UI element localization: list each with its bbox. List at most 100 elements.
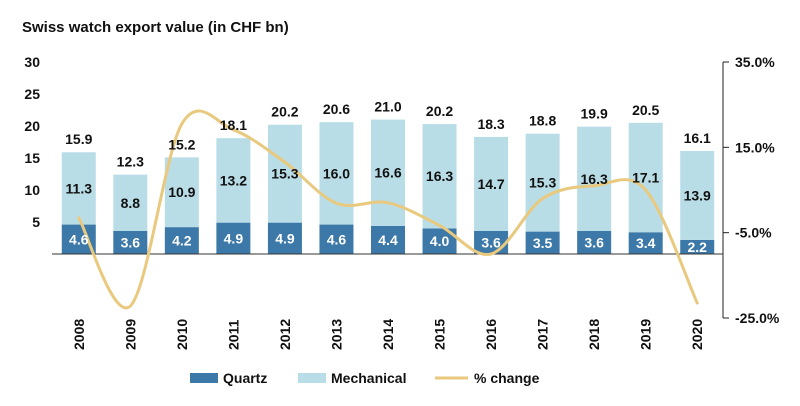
- right-axis-tick-label: 15.0%: [735, 139, 775, 155]
- quartz-value-label: 3.4: [636, 235, 656, 251]
- mechanical-bar: [319, 122, 354, 225]
- right-axis: 35.0% 15.0% -5.0% -25.0%: [722, 54, 780, 326]
- mechanical-bar: [371, 119, 405, 226]
- legend-label-percent-change: % change: [474, 370, 540, 386]
- legend-swatch-mechanical: [298, 373, 326, 383]
- quartz-bar: [525, 231, 560, 254]
- quartz-bar: [216, 222, 251, 254]
- mechanical-bar: [422, 124, 457, 229]
- mechanical-bar: [61, 152, 96, 225]
- legend-swatch-quartz: [190, 373, 218, 383]
- x-axis: 2008 2009 2010 2011 2012 2013 2014 2015 2016 2017…: [71, 319, 705, 350]
- left-axis-tick-label: 30: [24, 54, 40, 70]
- mechanical-value-label: 13.2: [220, 172, 247, 188]
- quartz-value-label: 4.4: [378, 232, 398, 248]
- quartz-bar: [628, 232, 663, 254]
- total-value-label: 18.1: [220, 117, 247, 133]
- quartz-bar: [371, 225, 405, 254]
- quartz-bar: [680, 239, 715, 254]
- quartz-value-label: 4.0: [430, 233, 450, 249]
- quartz-value-label: 4.2: [172, 233, 192, 249]
- x-axis-tick-label: 2009: [122, 319, 138, 350]
- left-axis-tick-label: 15: [24, 150, 40, 166]
- quartz-bar: [577, 230, 612, 254]
- quartz-bar: [113, 230, 148, 254]
- quartz-value-label: 3.6: [481, 234, 501, 250]
- mechanical-value-label: 11.3: [66, 180, 93, 196]
- mechanical-bar: [164, 157, 199, 228]
- x-axis-tick-label: 2018: [586, 319, 602, 350]
- total-value-label: 19.9: [581, 106, 608, 122]
- x-axis-tick-label: 2011: [225, 319, 241, 350]
- left-axis-tick-label: 25: [24, 86, 40, 102]
- chart-title: Swiss watch export value (in CHF bn): [22, 19, 289, 36]
- percent-change-line-layer: [77, 109, 699, 310]
- quartz-bar: [164, 227, 199, 254]
- mechanical-value-label: 14.7: [477, 176, 504, 192]
- x-axis-tick-label: 2010: [174, 319, 190, 350]
- quartz-value-label: 4.6: [69, 231, 89, 247]
- total-value-label: 12.3: [117, 154, 144, 170]
- mechanical-bar: [628, 122, 663, 233]
- total-value-label: 15.9: [65, 131, 92, 147]
- mechanical-bar: [267, 124, 302, 223]
- x-axis-tick-label: 2017: [535, 319, 551, 350]
- x-axis-tick-label: 2014: [380, 319, 396, 350]
- legend-label-mechanical: Mechanical: [331, 370, 406, 386]
- mechanical-value-label: 16.3: [426, 168, 453, 184]
- bar-group: [52, 119, 723, 255]
- mechanical-bar: [577, 126, 612, 231]
- quartz-bar: [319, 224, 354, 254]
- total-value-label: 20.6: [323, 101, 350, 117]
- x-axis-tick-label: 2015: [432, 319, 448, 350]
- quartz-value-label: 2.2: [687, 239, 707, 255]
- total-value-label: 20.2: [271, 104, 298, 120]
- mechanical-value-label: 13.9: [684, 187, 711, 203]
- percent-change-line: [77, 109, 699, 310]
- total-value-label: 16.1: [684, 130, 711, 146]
- quartz-bar: [267, 222, 302, 254]
- quartz-value-label: 4.6: [327, 231, 347, 247]
- legend-label-quartz: Quartz: [223, 370, 267, 386]
- right-axis-tick-label: 35.0%: [735, 54, 775, 70]
- quartz-value-label: 4.9: [224, 230, 244, 246]
- x-axis-tick-label: 2019: [638, 319, 654, 350]
- left-axis-tick-label: 20: [24, 118, 40, 134]
- right-axis-tick-label: -5.0%: [735, 225, 772, 241]
- x-axis-tick-label: 2012: [277, 319, 293, 350]
- quartz-value-label: 3.6: [584, 234, 604, 250]
- total-value-label: 20.5: [632, 102, 659, 118]
- x-axis-tick-label: 2013: [328, 319, 344, 350]
- total-value-label: 18.3: [477, 116, 504, 132]
- total-value-label: 21.0: [374, 99, 401, 115]
- mechanical-value-label: 16.0: [323, 165, 350, 181]
- left-axis-tick-label: 10: [24, 182, 40, 198]
- mechanical-value-label: 16.6: [374, 165, 401, 181]
- quartz-value-label: 4.9: [275, 230, 295, 246]
- mechanical-bar: [113, 174, 148, 231]
- mechanical-value-label: 8.8: [121, 195, 141, 211]
- x-axis-tick-label: 2020: [689, 319, 705, 350]
- legend: Quartz Mechanical % change: [190, 370, 540, 386]
- mechanical-value-label: 15.3: [529, 175, 556, 191]
- quartz-value-label: 3.5: [533, 235, 553, 251]
- right-axis-tick-label: -25.0%: [735, 310, 780, 326]
- total-value-label: 18.8: [529, 113, 556, 129]
- x-axis-tick-label: 2016: [483, 319, 499, 350]
- quartz-value-label: 3.6: [121, 234, 141, 250]
- mechanical-bar: [680, 150, 715, 240]
- mechanical-value-label: 16.3: [581, 171, 608, 187]
- left-axis: 5 10 15 20 25 30: [24, 54, 40, 230]
- mechanical-bar: [216, 138, 251, 223]
- mechanical-bar: [474, 136, 509, 231]
- total-value-label: 20.2: [426, 103, 453, 119]
- left-axis-tick-label: 5: [32, 214, 40, 230]
- mechanical-value-label: 10.9: [168, 184, 195, 200]
- total-value-label: 15.2: [168, 136, 195, 152]
- x-axis-tick-label: 2008: [71, 319, 87, 350]
- data-label-group: 4.6 11.3 15.9 3.6 8.8 12.3 4.2 10.9 15.2 4.9 13.2 1…: [65, 99, 711, 255]
- mechanical-bar: [525, 133, 560, 232]
- mechanical-value-label: 17.1: [632, 170, 659, 186]
- mechanical-value-label: 15.3: [271, 166, 298, 182]
